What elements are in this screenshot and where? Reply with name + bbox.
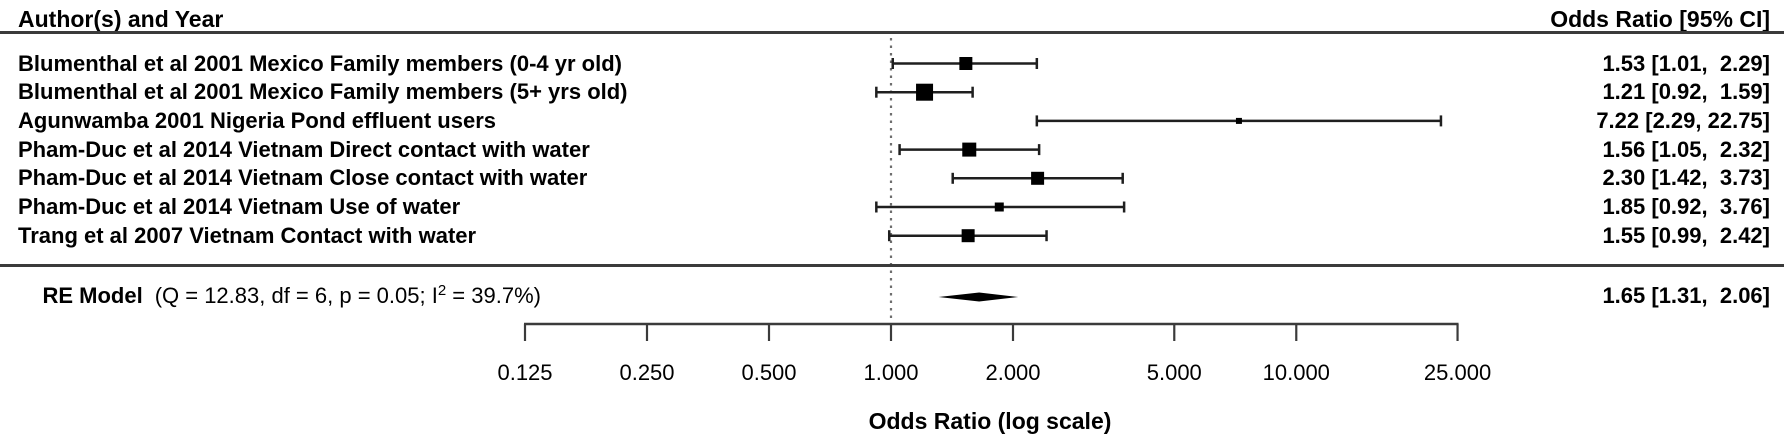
study-label: Pham-Duc et al 2014 Vietnam Direct conta…	[18, 136, 590, 162]
x-axis-tick-label: 5.000	[1147, 360, 1202, 385]
study-or-value: 1.53 [1.01, 2.29]	[1602, 50, 1770, 76]
column-header-odds-ratio: Odds Ratio [95% CI]	[1550, 6, 1770, 32]
study-label: Pham-Duc et al 2014 Vietnam Use of water	[18, 194, 461, 219]
or-point-marker	[1031, 171, 1045, 185]
x-axis-tick-label: 10.000	[1263, 360, 1330, 385]
x-axis-title: Odds Ratio (log scale)	[868, 408, 1112, 434]
study-label: Agunwamba 2001 Nigeria Pond effluent use…	[18, 107, 497, 133]
study-or-value: 7.22 [2.29, 22.75]	[1596, 107, 1770, 133]
study-label: Blumenthal et al 2001 Mexico Family memb…	[18, 50, 622, 76]
or-point-marker	[1235, 117, 1242, 124]
summary-diamond	[938, 292, 1019, 302]
x-axis-tick-label: 2.000	[985, 360, 1040, 385]
study-or-value: 2.30 [1.42, 3.73]	[1602, 165, 1770, 191]
x-axis-tick-label: 0.500	[741, 360, 796, 385]
study-or-value: 1.85 [0.92, 3.76]	[1602, 194, 1770, 219]
study-or-value: 1.55 [0.99, 2.42]	[1602, 222, 1770, 248]
or-point-marker	[916, 83, 934, 101]
x-axis-tick-label: 0.125	[497, 360, 552, 385]
summary-separator-rule	[0, 264, 1784, 267]
re-stats-superscript: 2	[437, 282, 447, 299]
or-point-marker	[962, 142, 977, 157]
study-or-value: 1.21 [0.92, 1.59]	[1602, 79, 1770, 105]
re-model-label: RE Model	[42, 283, 143, 308]
or-point-marker	[959, 57, 973, 70]
re-stats-suffix: = 39.7%)	[446, 283, 541, 308]
re-model-heterogeneity-stats: (Q = 12.83, df = 6, p = 0.05; I2 = 39.7%…	[155, 283, 541, 308]
column-header-authors: Author(s) and Year	[18, 6, 224, 32]
x-axis-tick-label: 25.000	[1424, 360, 1491, 385]
study-or-value: 1.56 [1.05, 2.32]	[1602, 136, 1770, 162]
re-model-estimate: 1.65 [1.31, 2.06]	[1602, 283, 1770, 308]
x-axis-tick-label: 0.250	[619, 360, 674, 385]
header-rule	[0, 31, 1784, 34]
study-label: Blumenthal et al 2001 Mexico Family memb…	[18, 79, 628, 105]
or-point-marker	[961, 229, 975, 243]
study-label: Trang et al 2007 Vietnam Contact with wa…	[18, 222, 477, 248]
or-point-marker	[994, 202, 1004, 212]
study-label: Pham-Duc et al 2014 Vietnam Close contac…	[18, 165, 588, 191]
x-axis-tick-label: 1.000	[863, 360, 918, 385]
re-stats-prefix: (Q = 12.83, df = 6, p = 0.05; I	[154, 283, 438, 308]
re-model-row: RE Model (Q = 12.83, df = 6, p = 0.05; I2…	[18, 263, 541, 329]
